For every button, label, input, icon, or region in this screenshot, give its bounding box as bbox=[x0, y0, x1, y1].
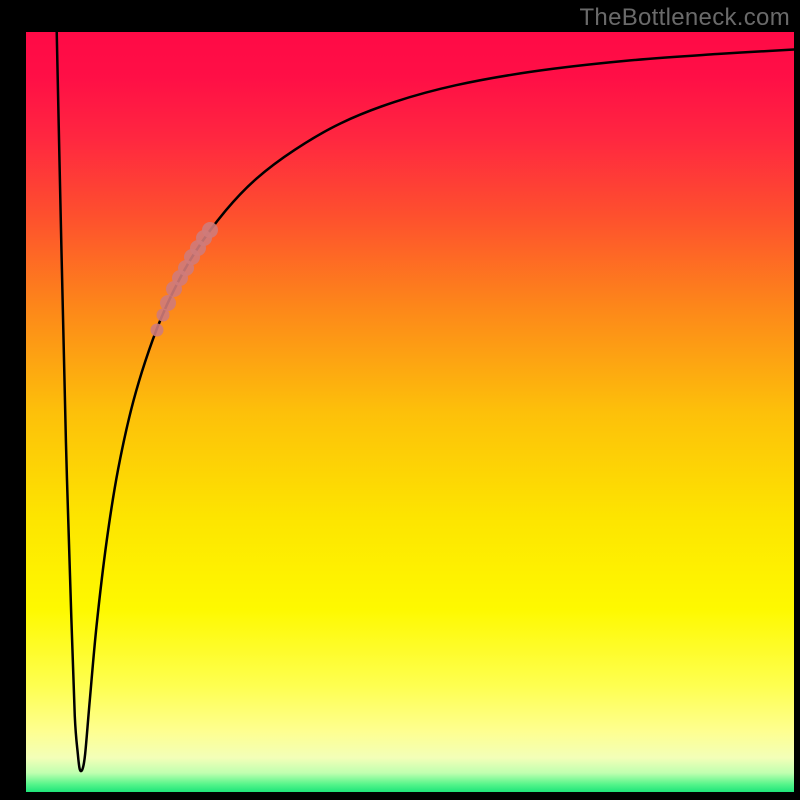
watermark-text: TheBottleneck.com bbox=[579, 4, 790, 32]
plot-area bbox=[26, 32, 794, 792]
highlight-marker bbox=[150, 323, 163, 336]
image-frame: TheBottleneck.com bbox=[0, 0, 800, 800]
highlight-marker bbox=[160, 295, 176, 311]
highlight-marker bbox=[202, 222, 218, 238]
marker-layer bbox=[26, 32, 794, 792]
